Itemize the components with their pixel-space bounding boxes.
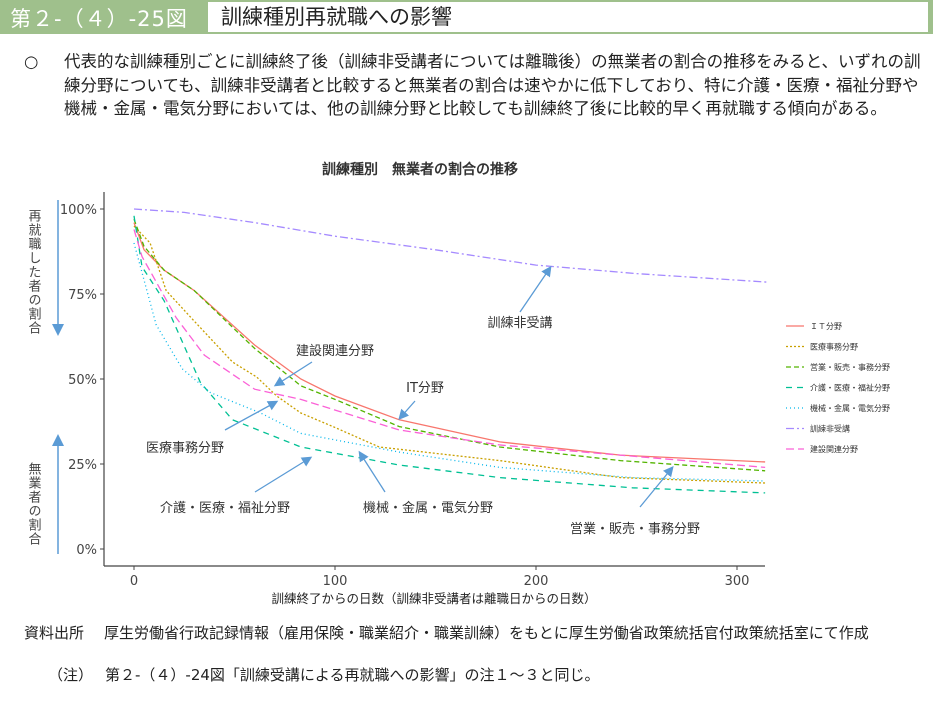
x-tick-label: 0 — [130, 574, 138, 589]
y-label-bottom: 無業者の割合 — [26, 462, 42, 546]
summary-text: 代表的な訓練種別ごとに訓練終了後（訓練非受講者については離職後）の無業者の割合の… — [64, 52, 921, 118]
annotation-label: 営業・販売・事務分野 — [570, 521, 700, 537]
legend-label: 建設関連分野 — [810, 444, 858, 454]
legend-label: 機械・金属・電気分野 — [810, 403, 890, 413]
series-line — [133, 222, 766, 463]
y-tick-label: 100% — [60, 203, 97, 218]
series-line — [133, 218, 766, 472]
legend-label: 医療事務分野 — [810, 342, 858, 352]
y-tick-label: 25% — [68, 458, 97, 473]
y-tick-label: 50% — [68, 373, 97, 388]
source-label: 資料出所 — [24, 624, 85, 642]
x-axis-label: 訓練終了からの日数（訓練非受講者は離職日からの日数） — [271, 591, 596, 606]
annotation-arrow-icon — [224, 400, 279, 431]
summary: ○ 代表的な訓練種別ごとに訓練終了後（訓練非受講者については離職後）の無業者の割… — [24, 50, 924, 121]
source-note: 資料出所 厚生労働省行政記録情報（雇用保険・職業紹介・職業訓練）をもとに厚生労働省… — [24, 622, 924, 644]
legend-label: 営業・販売・事務分野 — [810, 362, 890, 372]
y-tick-label: 75% — [68, 288, 97, 303]
chart-title: 訓練種別 無業者の割合の推移 — [322, 161, 518, 178]
figure-title: 訓練種別再就職への影響 — [207, 1, 929, 33]
x-tick-label: 200 — [524, 574, 549, 589]
figure-header: 第２-（４）-25図 訓練種別再就職への影響 — [0, 0, 933, 34]
annotation-label: IT分野 — [406, 381, 444, 396]
legend-label: 訓練非受講 — [810, 424, 850, 434]
annotation-label: 介護・医療・福祉分野 — [160, 500, 290, 516]
note-label: （注） — [48, 666, 94, 684]
annotation-arrow-icon — [398, 400, 416, 420]
series-line — [133, 215, 766, 494]
annotation-label: 建設関連分野 — [296, 343, 374, 359]
annotation-label: 機械・金属・電気分野 — [363, 500, 493, 516]
annotation-arrow-icon — [254, 456, 313, 493]
series-line — [133, 225, 766, 484]
note-text: 第２-（４）-24図「訓練受講による再就職への影響」の注１～３と同じ。 — [105, 666, 600, 684]
y-tick-label: 0% — [76, 543, 97, 558]
annotation-arrow-icon — [358, 450, 386, 493]
annotation-arrow-icon — [273, 361, 313, 387]
series-line — [133, 242, 766, 482]
legend-label: 介護・医療・福祉分野 — [810, 383, 890, 393]
x-tick-label: 100 — [323, 574, 348, 589]
annotation-label: 訓練非受講 — [487, 315, 552, 331]
y-label-top: 再就職した者の割合 — [26, 209, 42, 335]
figure-number: 第２-（４）-25図 — [10, 7, 188, 31]
bullet: ○ — [24, 52, 39, 71]
series-line — [133, 208, 768, 283]
series-line — [133, 229, 766, 469]
annotation-label: 医療事務分野 — [146, 441, 224, 456]
annotation-arrow-icon — [519, 265, 552, 313]
legend-label: ＩＴ分野 — [810, 322, 842, 331]
footnote: （注） 第２-（４）-24図「訓練受講による再就職への影響」の注１～３と同じ。 — [48, 664, 599, 686]
source-text: 厚生労働省行政記録情報（雇用保険・職業紹介・職業訓練）をもとに厚生労働省政策統括… — [104, 624, 869, 642]
annotation-arrow-icon — [639, 465, 674, 508]
x-tick-label: 300 — [725, 574, 750, 589]
